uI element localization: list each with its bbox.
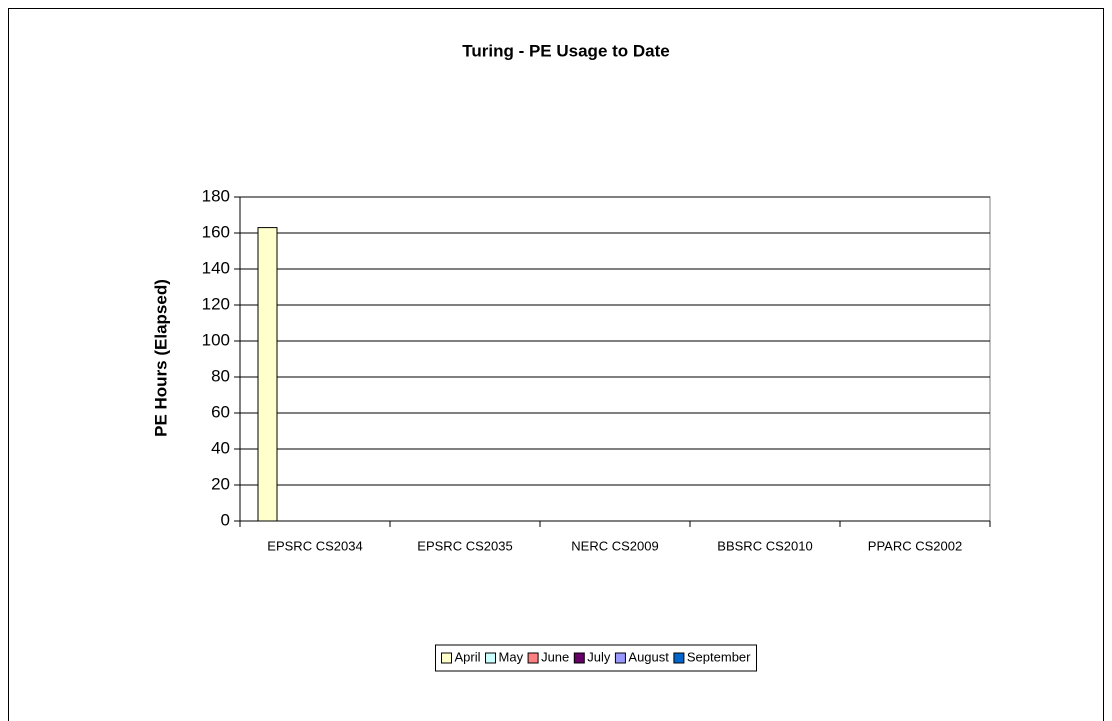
legend-label: May <box>499 649 524 664</box>
legend-label: August <box>628 649 669 664</box>
x-tick-label: EPSRC CS2035 <box>417 538 512 553</box>
x-tick-label: NERC CS2009 <box>571 538 658 553</box>
x-tick-label: BBSRC CS2010 <box>717 538 812 553</box>
legend-swatch <box>485 652 497 664</box>
x-tick-label: EPSRC CS2034 <box>267 538 362 553</box>
bar <box>257 227 278 522</box>
legend-swatch <box>673 652 685 664</box>
legend-swatch <box>527 652 539 664</box>
y-tick-label: 100 <box>202 330 230 349</box>
legend-label: April <box>455 649 481 664</box>
y-tick-label: 80 <box>211 366 230 385</box>
y-tick-label: 0 <box>221 510 230 529</box>
chart-title: Turing - PE Usage to Date <box>462 41 670 60</box>
y-tick-label: 60 <box>211 402 230 421</box>
legend-swatch <box>573 652 585 664</box>
y-tick-label: 120 <box>202 294 230 313</box>
legend-swatch <box>441 652 453 664</box>
y-axis-label: PE Hours (Elapsed) <box>151 279 170 437</box>
legend-label: September <box>687 649 751 664</box>
plot-area <box>239 196 991 522</box>
y-tick-label: 140 <box>202 258 230 277</box>
y-tick-label: 180 <box>202 186 230 205</box>
legend-label: July <box>587 649 611 664</box>
legend-swatch <box>614 652 626 664</box>
y-tick-label: 160 <box>202 222 230 241</box>
x-tick-label: PPARC CS2002 <box>868 538 962 553</box>
y-tick-label: 20 <box>211 474 230 493</box>
y-tick-label: 40 <box>211 438 230 457</box>
legend-label: June <box>541 649 569 664</box>
